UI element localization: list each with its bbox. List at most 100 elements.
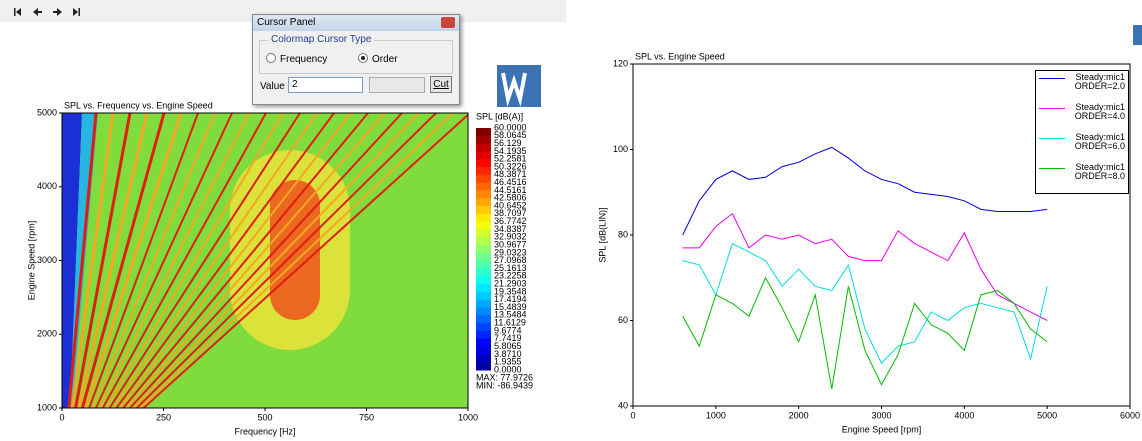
legend-label: Steady:mic1 ORDER=6.0 — [1074, 132, 1125, 151]
colorbar-label: 19.3548 — [494, 286, 527, 296]
close-button[interactable] — [441, 17, 455, 28]
cut-button[interactable]: Cut — [430, 76, 452, 93]
colorbar-cell — [476, 245, 491, 254]
colorbar-label: 15.4839 — [494, 302, 527, 312]
heatmap-order-line — [84, 112, 183, 409]
colorbar-label: 40.6452 — [494, 200, 527, 210]
colorbar-cell — [476, 221, 491, 230]
x-tick-label: 0 — [59, 412, 64, 422]
colorbar-label: 56.129 — [494, 138, 522, 148]
heatmap-low — [62, 113, 82, 408]
legend-entry: Steady:mic1 ORDER=8.0 — [1036, 161, 1128, 191]
heatmap-order-line — [129, 112, 403, 409]
first-button[interactable] — [14, 8, 21, 16]
colorbar-label: 23.2258 — [494, 271, 527, 281]
heatmap-order-line — [98, 112, 250, 409]
y-tick-label: 3000 — [37, 255, 57, 265]
colorbar-cell — [476, 299, 491, 309]
colorbar-cell — [476, 307, 491, 316]
heatmap-order-line — [80, 112, 166, 409]
colorbar-cell — [476, 252, 491, 262]
colorbar-cell — [476, 182, 491, 191]
colorbar-cell — [476, 268, 491, 277]
colorbar-label: 17.4194 — [494, 294, 527, 304]
heatmap-order-line — [112, 112, 318, 409]
colorbar-cell — [476, 190, 491, 199]
x-tick-label: 4000 — [954, 410, 974, 420]
y-tick-label: 5000 — [37, 107, 57, 117]
line-series — [682, 242, 1048, 365]
last-button[interactable] — [73, 8, 80, 16]
heatmap-order-line — [77, 112, 149, 409]
colorbar-label: 50.3226 — [494, 161, 527, 171]
x-axis-label: Frequency [Hz] — [234, 426, 295, 436]
min-label: MIN: -86.9439 — [476, 380, 533, 390]
heatmap-order-line — [125, 112, 386, 409]
heatmap-order-line — [70, 112, 115, 409]
heatmap-order-line — [67, 112, 98, 409]
colorbar-label: 7.7419 — [494, 333, 522, 343]
readout-box — [369, 77, 425, 93]
colorbar-label: 27.0968 — [494, 255, 527, 265]
colorbar-label: 21.2903 — [494, 279, 527, 289]
colorbar-cell — [476, 315, 491, 324]
radio-frequency[interactable]: Frequency — [266, 53, 327, 65]
x-tick-label: 750 — [359, 412, 374, 422]
legend-entry: Steady:mic1 ORDER=2.0 — [1036, 71, 1128, 101]
colorbar-label: 25.1613 — [494, 263, 527, 273]
side-tab[interactable] — [1133, 25, 1142, 45]
y-tick-label: 120 — [613, 58, 628, 68]
legend-swatch — [1039, 168, 1065, 169]
radio-order[interactable]: Order — [358, 53, 398, 65]
colorbar-cell — [476, 291, 491, 301]
panel-titlebar: Cursor Panel — [253, 15, 459, 31]
colorbar-label: 30.9677 — [494, 239, 527, 249]
heatmap-order-line — [74, 112, 132, 409]
prev-button[interactable] — [33, 8, 42, 16]
next-button[interactable] — [53, 8, 62, 16]
colorbar-label: 36.7742 — [494, 216, 527, 226]
colorbar-cell — [476, 167, 491, 176]
colorbar-label: 11.6129 — [494, 318, 526, 328]
heatmap-order-line — [91, 112, 216, 409]
y-tick-label: 40 — [618, 400, 628, 410]
colorbar-cell — [476, 143, 491, 152]
line-series — [682, 212, 1048, 321]
heatmap-order-line — [88, 112, 199, 409]
x-tick-label: 0 — [630, 410, 635, 420]
heatmap-order-line — [108, 112, 301, 409]
colorbar-cell — [476, 206, 491, 215]
colorbar-cell — [476, 237, 491, 246]
colorbar-cell — [476, 276, 491, 285]
colorbar-cell — [476, 213, 491, 223]
option-label: Order — [372, 54, 398, 65]
heatmap-order-line — [105, 112, 284, 409]
legend-swatch — [1039, 138, 1065, 139]
y-tick-label: 2000 — [37, 329, 57, 339]
value-input[interactable]: 2 — [288, 77, 363, 93]
colorbar-cell — [476, 128, 491, 137]
x-axis-label: Engine Speed [rpm] — [842, 424, 922, 434]
colorbar-cell — [476, 159, 491, 168]
legend: Steady:mic1 ORDER=2.0 Steady:mic1 ORDER=4… — [1035, 70, 1129, 194]
colorbar-label: 42.5806 — [494, 193, 527, 203]
heatmap — [62, 112, 469, 409]
toolbar-buttons[interactable] — [14, 8, 80, 16]
colorbar-cell — [476, 338, 491, 348]
colorbar-label: 54.1935 — [494, 146, 527, 156]
panel-title: Cursor Panel — [257, 17, 316, 28]
colorbar-cell — [476, 135, 491, 145]
x-tick-label: 2000 — [789, 410, 809, 420]
colorbar-label: 1.9355 — [494, 357, 522, 367]
heatmap-order-line — [115, 112, 335, 409]
heatmap-order-line — [101, 112, 267, 409]
colorbar-label: 58.0645 — [494, 130, 527, 140]
group-label: Colormap Cursor Type — [268, 34, 375, 45]
colorbar-label: 46.4516 — [494, 177, 527, 187]
colorbar-label: 3.8710 — [494, 349, 522, 359]
colorbar-cell — [476, 151, 491, 160]
x-tick-label: 1000 — [458, 412, 478, 422]
y-tick-label: 1000 — [37, 402, 57, 412]
legend-label: Steady:mic1 ORDER=4.0 — [1074, 102, 1125, 121]
